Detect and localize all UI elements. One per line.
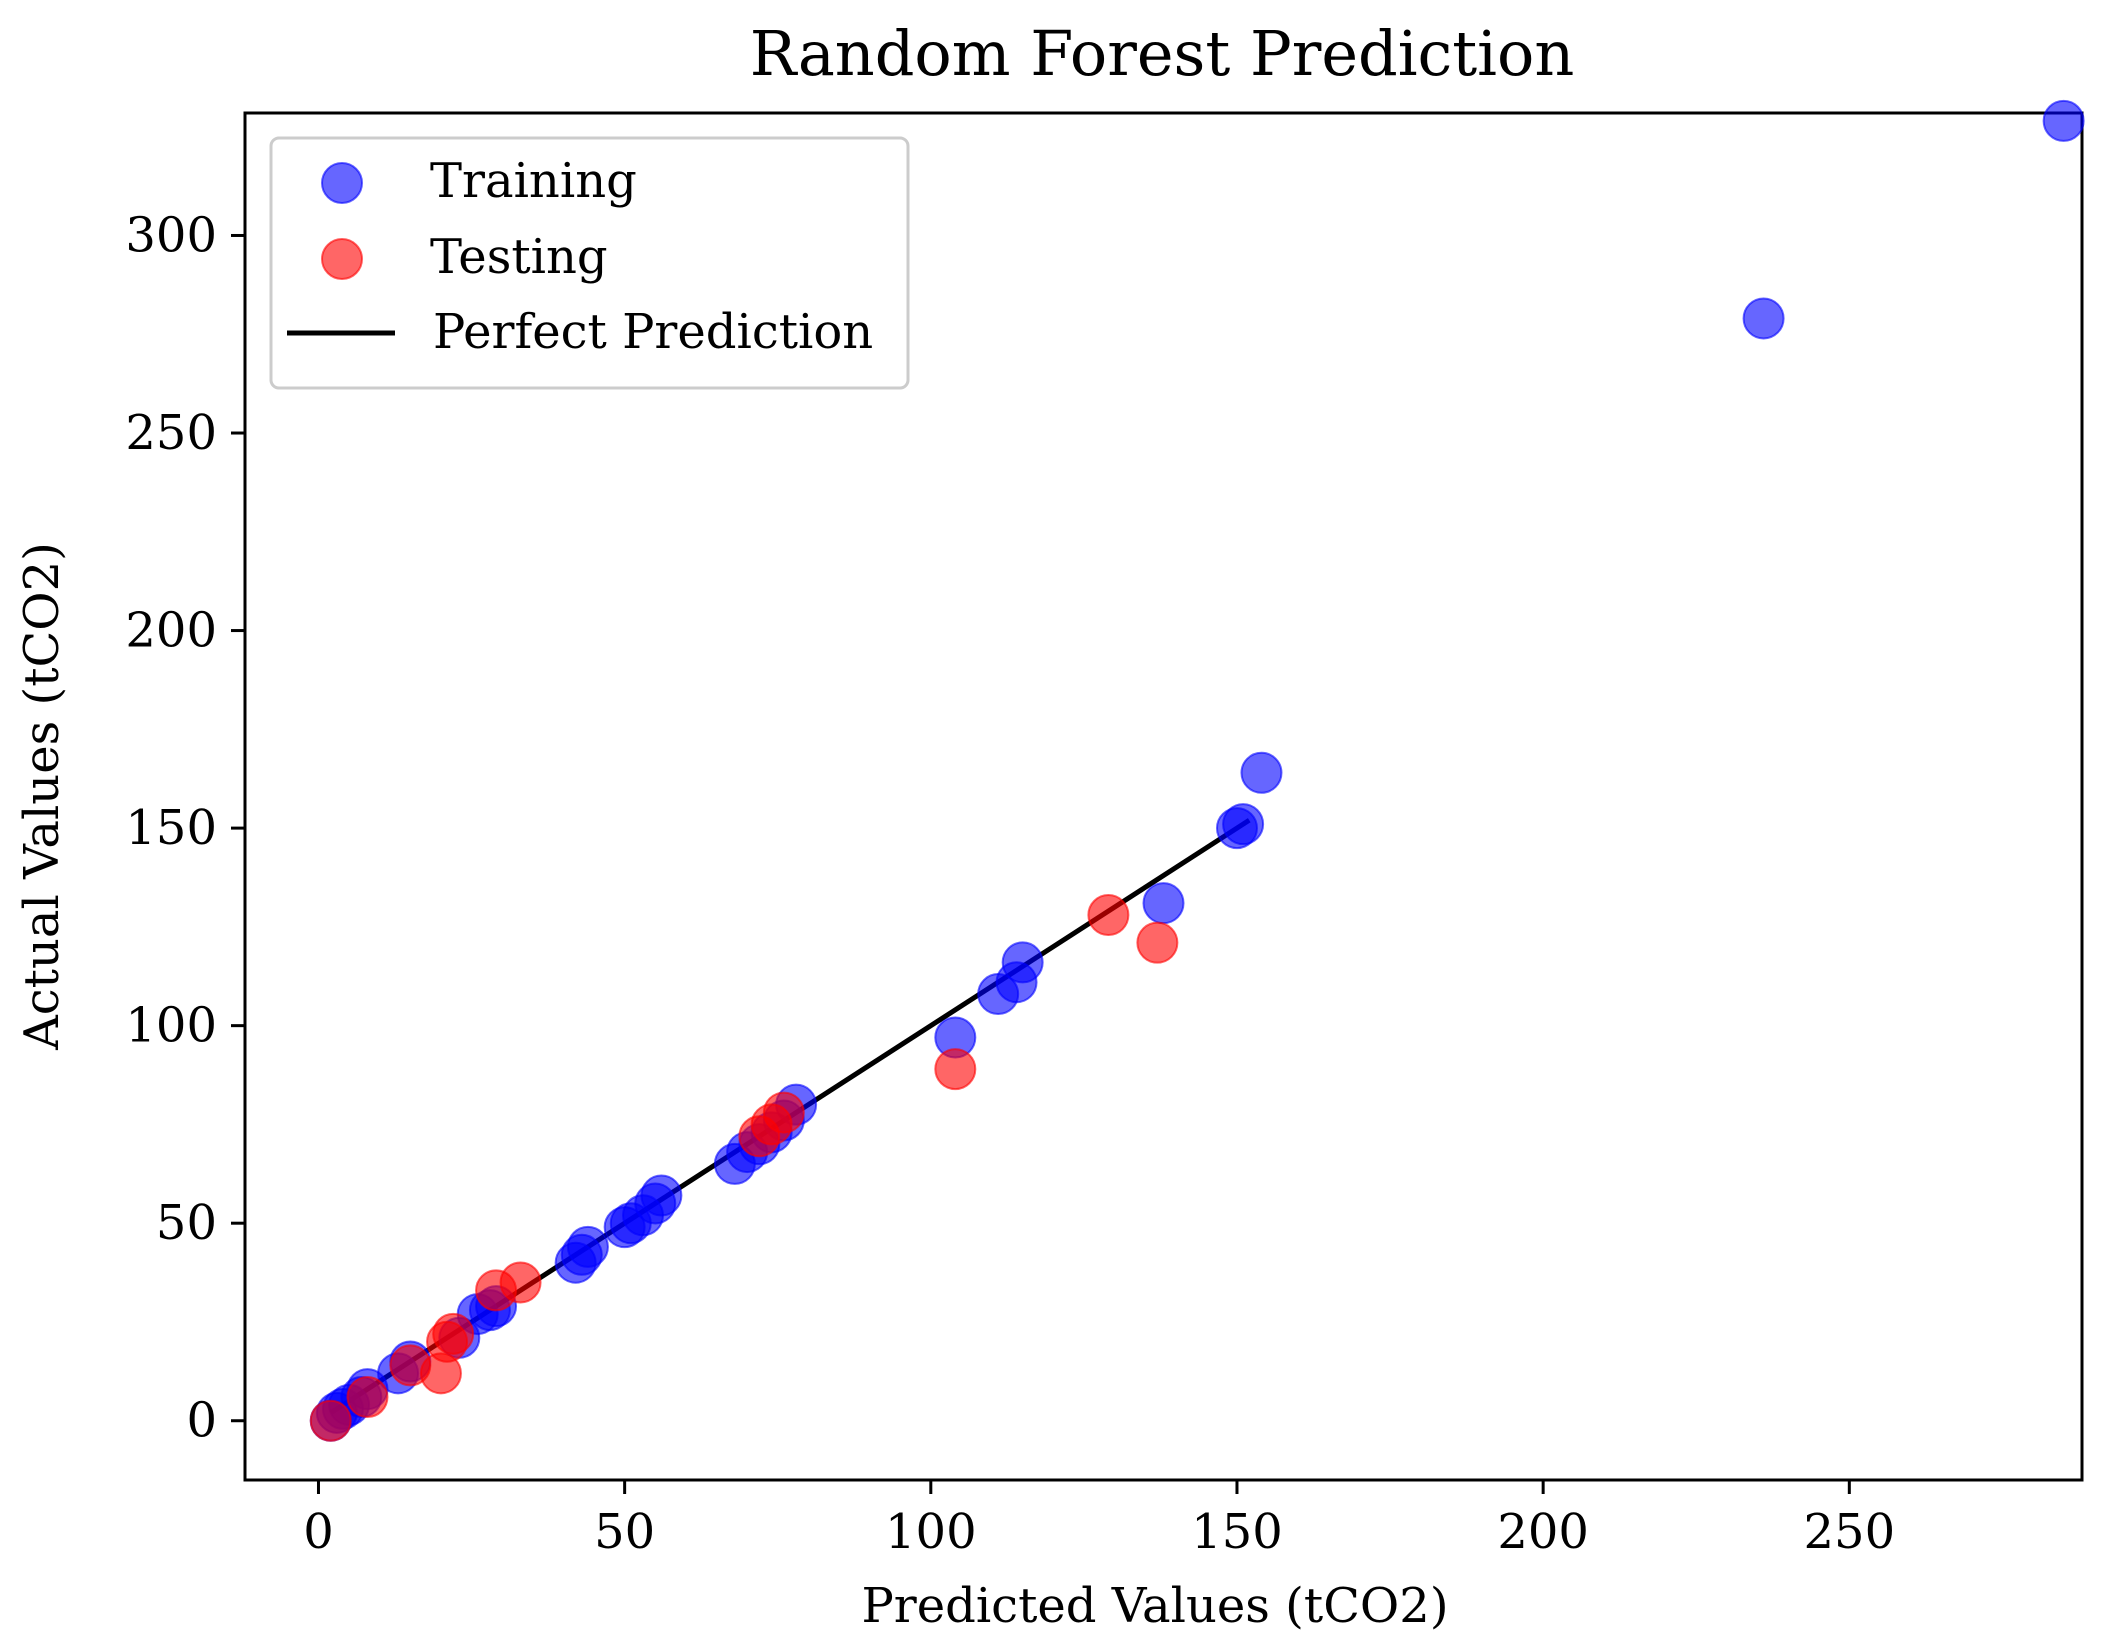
legend-perfect-prediction-label: Perfect Prediction — [433, 304, 873, 360]
training-point — [1222, 803, 1265, 846]
training-point — [1240, 751, 1283, 794]
y-tick-label: 200 — [125, 603, 217, 659]
training-point — [1142, 882, 1185, 925]
training-point — [640, 1174, 683, 1217]
legend-box — [269, 136, 910, 390]
testing-point — [762, 1091, 805, 1134]
x-tick-label: 0 — [303, 1504, 334, 1560]
legend-training-marker — [321, 162, 363, 204]
y-axis-label: Actual Values (tCO2) — [14, 542, 70, 1051]
x-tick-label: 150 — [1191, 1504, 1283, 1560]
x-tick-label: 200 — [1497, 1504, 1589, 1560]
x-tick-label: 50 — [594, 1504, 655, 1560]
testing-point — [346, 1376, 389, 1419]
training-point — [566, 1225, 609, 1268]
y-axis: 0 50 100 150 200 250 300 — [125, 207, 245, 1449]
testing-point — [1087, 894, 1130, 937]
y-tick-label: 150 — [125, 800, 217, 856]
training-point — [2042, 99, 2085, 142]
legend-testing-marker — [321, 238, 363, 280]
training-point — [1001, 941, 1044, 984]
testing-series — [309, 894, 1179, 1442]
legend: Training Testing Perfect Prediction — [269, 136, 910, 390]
testing-point — [1136, 921, 1179, 964]
testing-point — [499, 1261, 542, 1304]
legend-testing-label: Testing — [430, 229, 608, 285]
training-point — [1742, 297, 1785, 340]
testing-point — [934, 1048, 977, 1091]
testing-point — [309, 1399, 352, 1442]
legend-training-label: Training — [430, 153, 637, 209]
x-axis: 0 50 100 150 200 250 — [303, 1480, 1895, 1560]
x-tick-label: 250 — [1804, 1504, 1896, 1560]
chart-title: Random Forest Prediction — [750, 17, 1575, 90]
x-axis-label: Predicted Values (tCO2) — [861, 1578, 1448, 1634]
y-tick-label: 50 — [156, 1195, 217, 1251]
plot-area-frame — [243, 111, 2084, 1482]
y-tick-label: 250 — [125, 405, 217, 461]
y-tick-label: 300 — [125, 207, 217, 263]
testing-point — [432, 1312, 475, 1355]
y-tick-label: 0 — [186, 1393, 217, 1449]
y-tick-label: 100 — [125, 998, 217, 1054]
x-tick-label: 100 — [885, 1504, 977, 1560]
